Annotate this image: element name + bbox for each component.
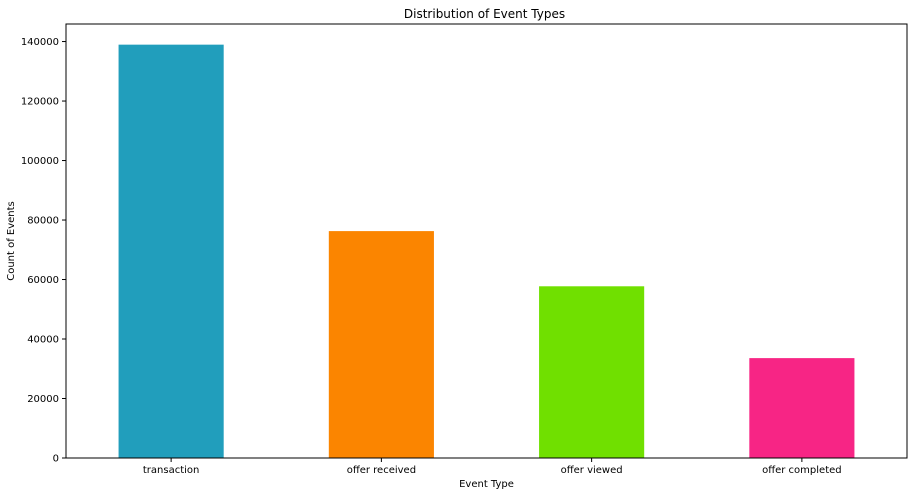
x-tick-label: offer received (347, 465, 416, 476)
y-axis-label: Count of Events (6, 201, 17, 281)
x-tick-label: offer completed (762, 465, 842, 476)
y-tick-label: 140000 (21, 37, 59, 48)
bars-group (118, 44, 855, 459)
x-axis-label: Event Type (459, 479, 514, 490)
y-tick-label: 100000 (21, 156, 59, 167)
y-tick-label: 0 (53, 454, 59, 465)
chart-title: Distribution of Event Types (404, 7, 565, 21)
bar-offer-received (328, 231, 434, 458)
y-axis-ticks: 0 20000 40000 60000 80000 100000 120000 140000 (21, 37, 66, 465)
y-tick-label: 40000 (27, 335, 59, 346)
y-tick-label: 20000 (27, 394, 59, 405)
x-tick-label: transaction (143, 465, 200, 476)
bar-offer-viewed (539, 286, 645, 458)
x-axis-ticks: transaction offer received offer viewed off… (143, 458, 842, 476)
y-tick-label: 120000 (21, 97, 59, 108)
x-tick-label: offer viewed (561, 465, 623, 476)
bar-transaction (118, 44, 224, 459)
y-tick-label: 80000 (27, 216, 59, 227)
plot-area-frame (65, 23, 908, 459)
bar-offer-completed (749, 358, 855, 458)
y-tick-label: 60000 (27, 275, 59, 286)
